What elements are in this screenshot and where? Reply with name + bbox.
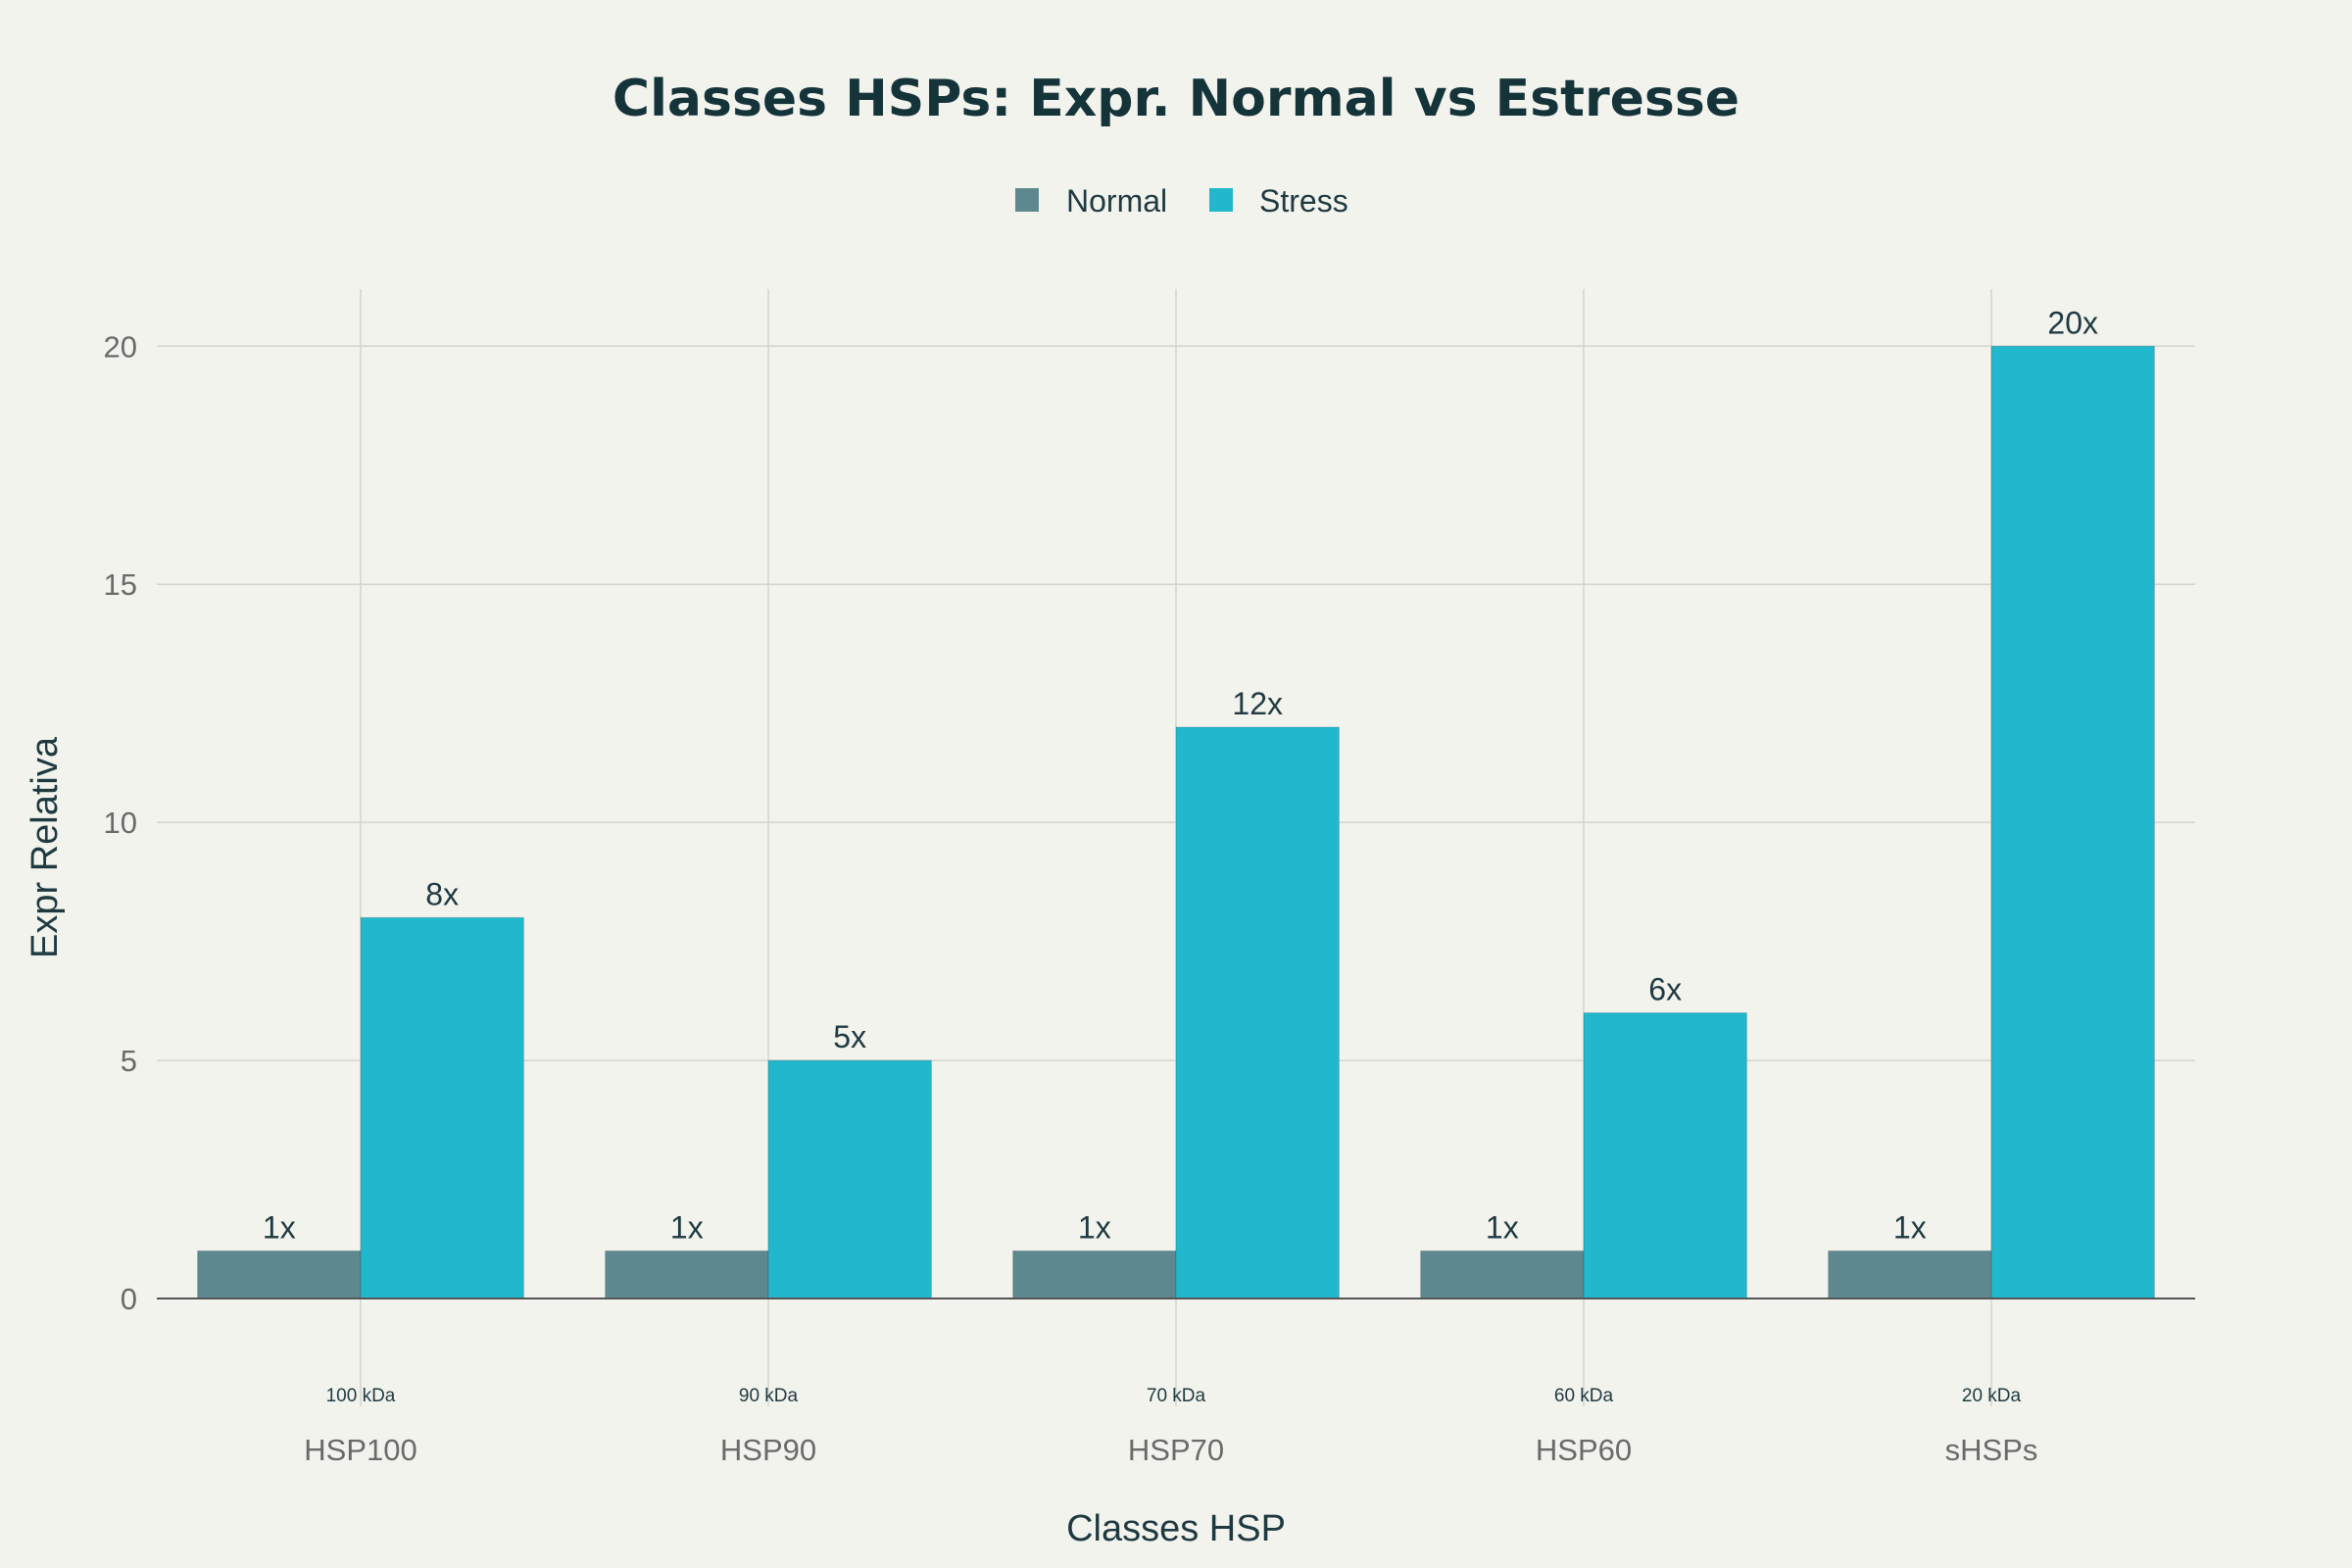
y-tick-label: 5 <box>121 1044 137 1078</box>
x-axis-ticks: 100 kDa HSP100 90 kDa HSP90 70 kDa HSP70 60 kD… <box>304 1386 2037 1467</box>
x-tick-label: sHSPs <box>1945 1433 2038 1467</box>
legend: Normal Stress <box>1015 183 1348 219</box>
data-label: 1x <box>263 1209 296 1245</box>
x-tick-sublabel: 70 kDa <box>1147 1386 1206 1406</box>
bar-normal <box>1012 1250 1177 1299</box>
legend-label-stress: Stress <box>1259 183 1348 219</box>
x-tick-label: HSP90 <box>720 1433 816 1467</box>
chart-title: Classes HSPs: Expr. Normal vs Estresse <box>612 70 1740 128</box>
data-label: 8x <box>425 876 459 911</box>
bar-stress <box>1583 1011 1747 1299</box>
x-tick-label: HSP70 <box>1128 1433 1224 1467</box>
data-label: 1x <box>1078 1209 1111 1245</box>
data-label: 1x <box>1893 1209 1927 1245</box>
x-tick-label: HSP100 <box>304 1433 416 1467</box>
x-tick-sublabel: 100 kDa <box>326 1386 396 1406</box>
x-tick-sublabel: 90 kDa <box>739 1386 799 1406</box>
legend-swatch-stress <box>1209 188 1233 212</box>
data-label: 5x <box>833 1019 866 1054</box>
x-tick-sublabel: 60 kDa <box>1554 1386 1614 1406</box>
bar-normal <box>605 1250 769 1299</box>
x-tick-sublabel: 20 kDa <box>1962 1386 2022 1406</box>
y-tick-label: 15 <box>104 567 137 602</box>
data-label: 1x <box>670 1209 704 1245</box>
y-tick-label: 0 <box>121 1282 137 1316</box>
bar-stress <box>767 1059 932 1299</box>
legend-label-normal: Normal <box>1066 183 1167 219</box>
bar-normal <box>197 1250 362 1299</box>
x-tick-label: HSP60 <box>1536 1433 1632 1467</box>
y-tick-label: 10 <box>104 806 137 840</box>
x-axis-title: Classes HSP <box>1066 1508 1286 1549</box>
bar-stress <box>360 916 524 1299</box>
bar-stress <box>1990 345 2155 1299</box>
bar-normal <box>1420 1250 1585 1299</box>
data-label: 20x <box>2047 305 2098 340</box>
y-axis-title: Expr Relativa <box>24 736 66 958</box>
y-tick-label: 20 <box>104 329 137 364</box>
data-label: 1x <box>1486 1209 1519 1245</box>
bar-normal <box>1828 1250 1992 1299</box>
bars: 1x 1x 1x 1x 1x 8x 5x 12x 6x 20x <box>157 305 2195 1299</box>
data-label: 12x <box>1232 686 1283 721</box>
y-axis-ticks: 0 5 10 15 20 <box>104 329 137 1316</box>
bar-stress <box>1175 726 1340 1299</box>
legend-swatch-normal <box>1015 188 1039 212</box>
data-label: 6x <box>1648 971 1682 1006</box>
